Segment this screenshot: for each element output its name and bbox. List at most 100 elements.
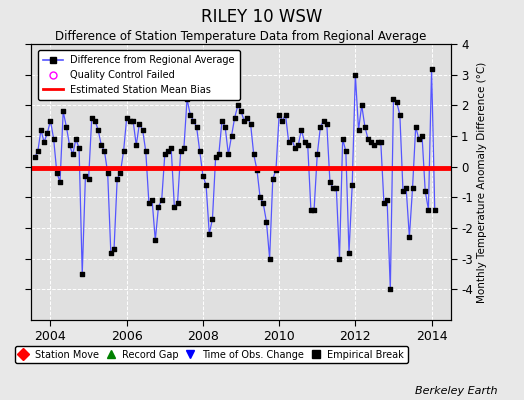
Point xyxy=(396,111,404,118)
Point xyxy=(424,206,433,213)
Point xyxy=(281,111,290,118)
Point xyxy=(199,173,207,179)
Point xyxy=(53,170,61,176)
Point xyxy=(49,136,58,142)
Point xyxy=(418,133,426,139)
Point xyxy=(266,256,274,262)
Point xyxy=(243,114,252,121)
Point xyxy=(320,118,328,124)
Point xyxy=(66,142,74,148)
Point xyxy=(164,148,172,154)
Point xyxy=(300,139,309,145)
Point xyxy=(249,151,258,158)
Point xyxy=(246,120,255,127)
Point xyxy=(215,151,223,158)
Point xyxy=(408,185,417,191)
Point xyxy=(421,188,429,194)
Point xyxy=(374,139,382,145)
Point xyxy=(291,145,299,152)
Point xyxy=(103,170,112,176)
Point xyxy=(211,154,220,161)
Point xyxy=(294,142,302,148)
Point xyxy=(180,145,188,152)
Point xyxy=(348,182,356,188)
Point xyxy=(221,124,230,130)
Point xyxy=(186,111,194,118)
Point xyxy=(389,96,398,102)
Y-axis label: Monthly Temperature Anomaly Difference (°C): Monthly Temperature Anomaly Difference (… xyxy=(477,61,487,303)
Point xyxy=(154,203,162,210)
Point xyxy=(218,118,226,124)
Point xyxy=(69,151,77,158)
Point xyxy=(37,127,45,133)
Point xyxy=(405,234,413,240)
Point xyxy=(59,108,68,115)
Point xyxy=(351,72,359,78)
Point xyxy=(269,176,277,182)
Point xyxy=(285,139,293,145)
Point xyxy=(119,148,128,154)
Point xyxy=(310,206,318,213)
Point xyxy=(177,148,185,154)
Point xyxy=(278,118,287,124)
Point xyxy=(253,166,261,173)
Point xyxy=(167,145,176,152)
Point xyxy=(224,151,233,158)
Point xyxy=(161,151,169,158)
Point xyxy=(126,118,134,124)
Point xyxy=(94,127,102,133)
Point xyxy=(183,96,191,102)
Point xyxy=(431,206,439,213)
Point xyxy=(170,203,179,210)
Point xyxy=(116,170,125,176)
Point xyxy=(173,200,182,207)
Point xyxy=(399,188,407,194)
Point xyxy=(240,118,248,124)
Point xyxy=(357,102,366,108)
Point xyxy=(34,148,42,154)
Point xyxy=(110,246,118,253)
Point xyxy=(78,271,86,277)
Point xyxy=(380,200,388,207)
Point xyxy=(46,118,54,124)
Point xyxy=(383,197,391,204)
Point xyxy=(81,173,90,179)
Point xyxy=(342,148,350,154)
Point xyxy=(370,142,379,148)
Point xyxy=(288,136,296,142)
Point xyxy=(227,133,236,139)
Point xyxy=(43,130,51,136)
Point xyxy=(354,127,363,133)
Point xyxy=(231,114,239,121)
Point xyxy=(367,139,376,145)
Point xyxy=(151,237,159,244)
Point xyxy=(72,136,80,142)
Point xyxy=(307,206,315,213)
Point xyxy=(205,231,213,237)
Point xyxy=(234,102,242,108)
Point xyxy=(106,249,115,256)
Point xyxy=(303,142,312,148)
Point xyxy=(100,148,108,154)
Point xyxy=(129,118,137,124)
Point xyxy=(335,256,344,262)
Title: Difference of Station Temperature Data from Regional Average: Difference of Station Temperature Data f… xyxy=(56,30,427,43)
Point xyxy=(297,127,305,133)
Point xyxy=(326,179,334,185)
Point xyxy=(402,185,410,191)
Point xyxy=(145,200,153,207)
Point xyxy=(141,148,150,154)
Point xyxy=(414,136,423,142)
Text: RILEY 10 WSW: RILEY 10 WSW xyxy=(201,8,323,26)
Point xyxy=(132,142,140,148)
Point xyxy=(202,182,210,188)
Text: Berkeley Earth: Berkeley Earth xyxy=(416,386,498,396)
Point xyxy=(148,197,156,204)
Legend: Station Move, Record Gap, Time of Obs. Change, Empirical Break: Station Move, Record Gap, Time of Obs. C… xyxy=(15,346,408,364)
Point xyxy=(192,124,201,130)
Point xyxy=(256,194,264,200)
Point xyxy=(364,136,372,142)
Point xyxy=(272,166,280,173)
Point xyxy=(329,185,337,191)
Point xyxy=(30,154,39,161)
